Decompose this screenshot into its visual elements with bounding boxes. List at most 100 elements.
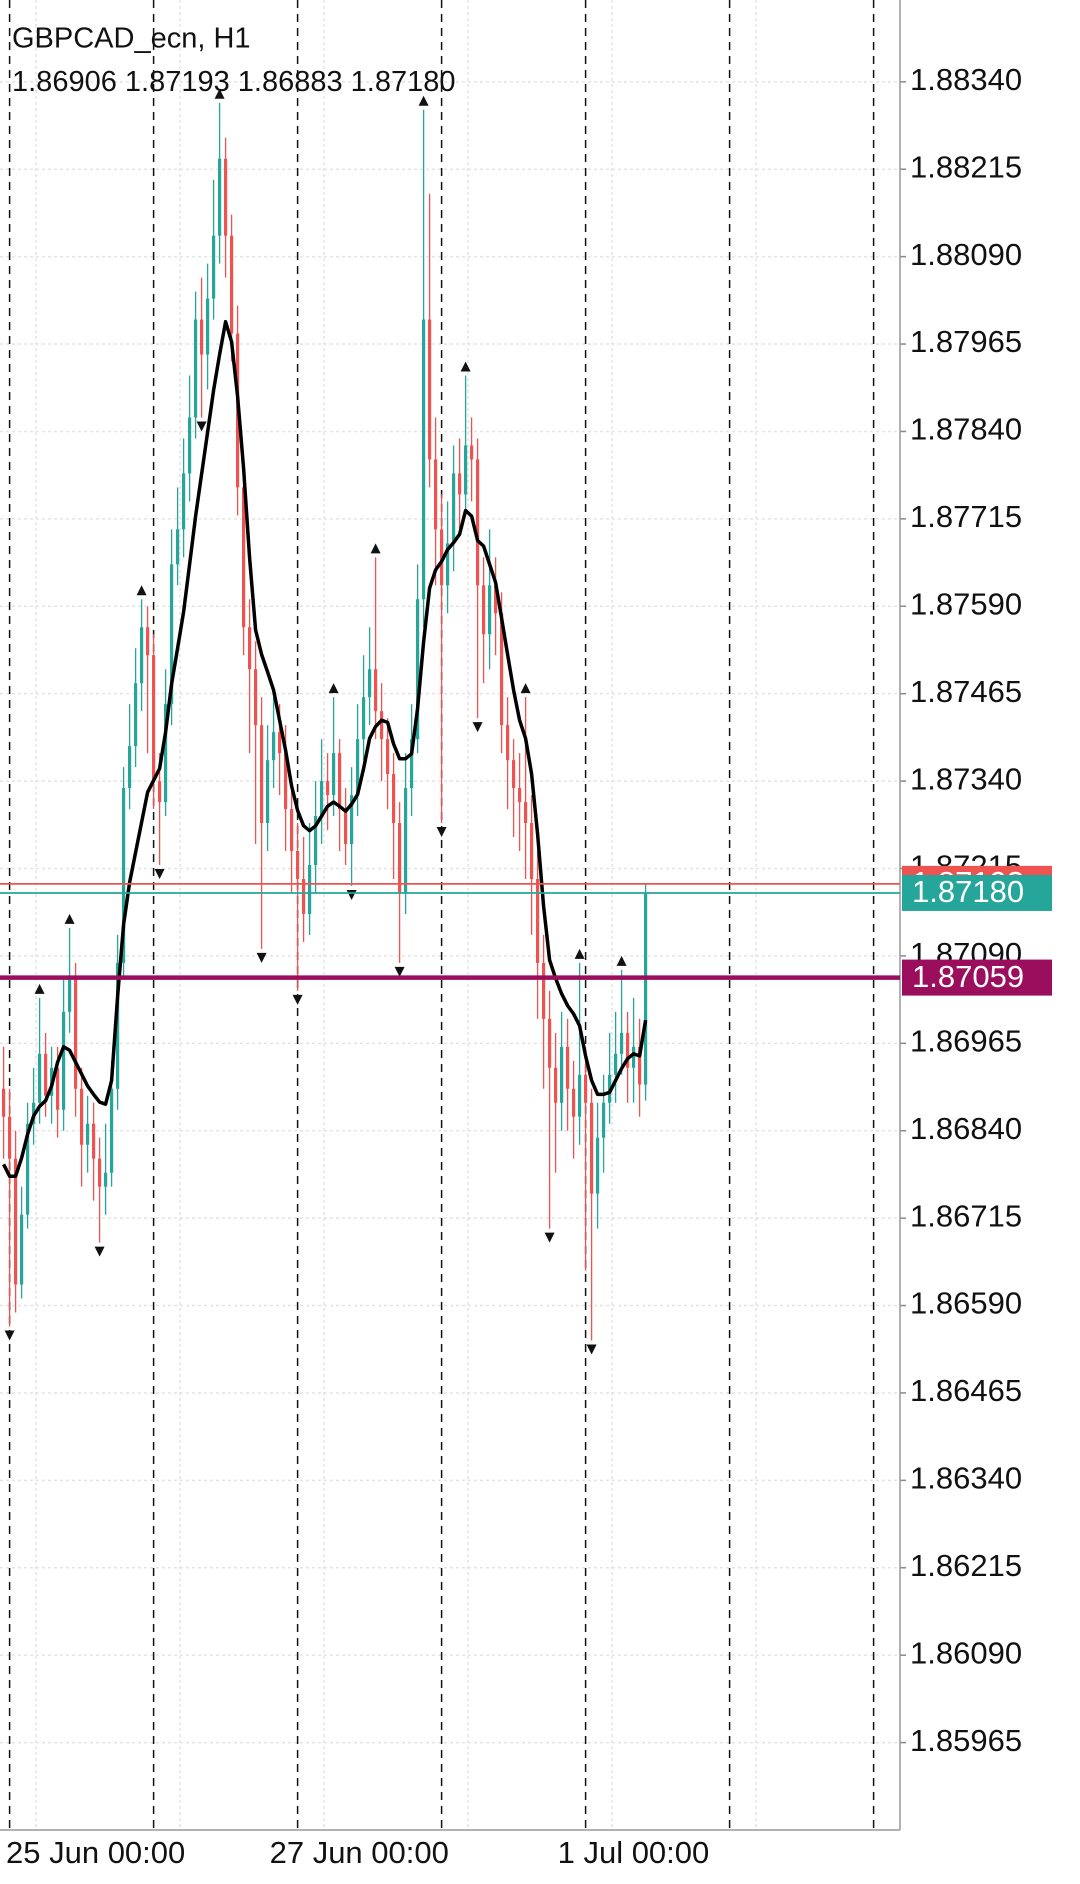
- y-tick-label: 1.87715: [910, 499, 1022, 534]
- candle-body: [260, 725, 264, 824]
- x-tick-label: 27 Jun 00:00: [270, 1835, 449, 1870]
- fractal-up: [64, 913, 75, 924]
- price-label: 1.87059: [912, 959, 1024, 994]
- candle-body: [560, 1046, 564, 1103]
- candle-body: [242, 487, 246, 628]
- y-tick-label: 1.85965: [910, 1723, 1022, 1758]
- y-tick-label: 1.88340: [910, 62, 1022, 97]
- candle-body: [20, 1214, 24, 1285]
- candle-body: [62, 1011, 66, 1110]
- low-value: 1.86883: [238, 66, 343, 98]
- candle-body: [152, 655, 156, 782]
- candle-body: [284, 753, 288, 810]
- candle-body: [488, 585, 492, 635]
- candle-body: [92, 1123, 96, 1159]
- fractal-down: [154, 869, 165, 880]
- fractal-up: [460, 361, 471, 372]
- y-tick-label: 1.86340: [910, 1461, 1022, 1496]
- fractal-up: [214, 88, 225, 99]
- y-tick-label: 1.86090: [910, 1635, 1022, 1670]
- candle-body: [338, 753, 342, 810]
- candle-body: [578, 1074, 582, 1117]
- candle-body: [158, 781, 162, 803]
- y-tick-label: 1.88215: [910, 149, 1022, 184]
- y-tick-label: 1.86965: [910, 1024, 1022, 1059]
- candle-body: [122, 788, 126, 963]
- candle-body: [98, 1158, 102, 1187]
- candle-body: [452, 473, 456, 544]
- candle-body: [596, 1137, 600, 1194]
- marks-layer: [2, 88, 648, 1355]
- fractal-down: [544, 1232, 555, 1243]
- candle-body: [536, 878, 540, 963]
- fractal-down: [472, 722, 483, 733]
- fractal-up: [616, 955, 627, 966]
- candle-body: [368, 669, 372, 698]
- candle-body: [296, 851, 300, 879]
- candle-body: [68, 976, 72, 1012]
- y-tick-label: 1.86840: [910, 1111, 1022, 1146]
- candle-body: [128, 746, 132, 789]
- candle-body: [614, 1053, 618, 1075]
- candle-body: [440, 529, 444, 586]
- candle-body: [326, 781, 330, 796]
- candle-body: [566, 1046, 570, 1089]
- candle-body: [104, 1172, 108, 1187]
- candle-body: [530, 823, 534, 879]
- y-tick-label: 1.86215: [910, 1548, 1022, 1583]
- candle-body: [182, 473, 186, 530]
- candle-body: [134, 683, 138, 747]
- candle-body: [638, 1046, 642, 1085]
- candle-body: [434, 459, 438, 530]
- candle-body: [542, 962, 546, 1019]
- candle-body: [572, 1088, 576, 1117]
- y-tick-label: 1.86715: [910, 1198, 1022, 1233]
- candle-body: [44, 1053, 48, 1096]
- fractal-down: [256, 952, 267, 963]
- candle-body: [194, 319, 198, 418]
- candle-body: [278, 732, 282, 754]
- candle-body: [590, 1102, 594, 1194]
- y-tick-label: 1.87965: [910, 324, 1022, 359]
- y-tick-label: 1.87590: [910, 586, 1022, 621]
- candle-body: [110, 1088, 114, 1173]
- candle-body: [416, 599, 420, 740]
- candle-body: [188, 417, 192, 474]
- candle-body: [644, 892, 648, 1085]
- candle-body: [212, 235, 216, 299]
- candle-body: [56, 1067, 60, 1110]
- candle-body: [404, 788, 408, 893]
- candle-body: [266, 760, 270, 824]
- fractal-down: [394, 966, 405, 977]
- fractal-up: [418, 95, 429, 106]
- grid-layer: 1.88340 1.88215 1.88090 1.87965 1.87840 1.877…: [0, 0, 1022, 1870]
- high-value: 1.87193: [125, 66, 230, 98]
- y-tick-label: 1.87465: [910, 674, 1022, 709]
- candle-body: [386, 739, 390, 775]
- candle-body: [86, 1123, 90, 1145]
- candle-body: [272, 732, 276, 761]
- fractal-up: [34, 983, 45, 994]
- price-label-box: [902, 874, 1052, 911]
- x-tick-label: 25 Jun 00:00: [6, 1835, 185, 1870]
- candle-body: [374, 669, 378, 712]
- candle-body: [224, 158, 228, 236]
- candle-body: [26, 1123, 30, 1215]
- y-tick-label: 1.86465: [910, 1373, 1022, 1408]
- candle-body: [344, 809, 348, 845]
- candle-body: [506, 725, 510, 761]
- candle-body: [254, 669, 258, 726]
- candle-body: [38, 1053, 42, 1103]
- open-value: 1.86906: [12, 66, 117, 98]
- candle-body: [464, 445, 468, 495]
- candle-body: [470, 445, 474, 460]
- candle-body: [176, 529, 180, 565]
- candle-body: [200, 319, 204, 355]
- candle-body: [446, 543, 450, 586]
- candle-body: [428, 319, 432, 460]
- candle-body: [290, 809, 294, 852]
- ohlc-values: 1.86906 1.87193 1.86883 1.87180: [12, 66, 456, 98]
- candle-body: [2, 1088, 6, 1117]
- candle-body: [80, 1088, 84, 1145]
